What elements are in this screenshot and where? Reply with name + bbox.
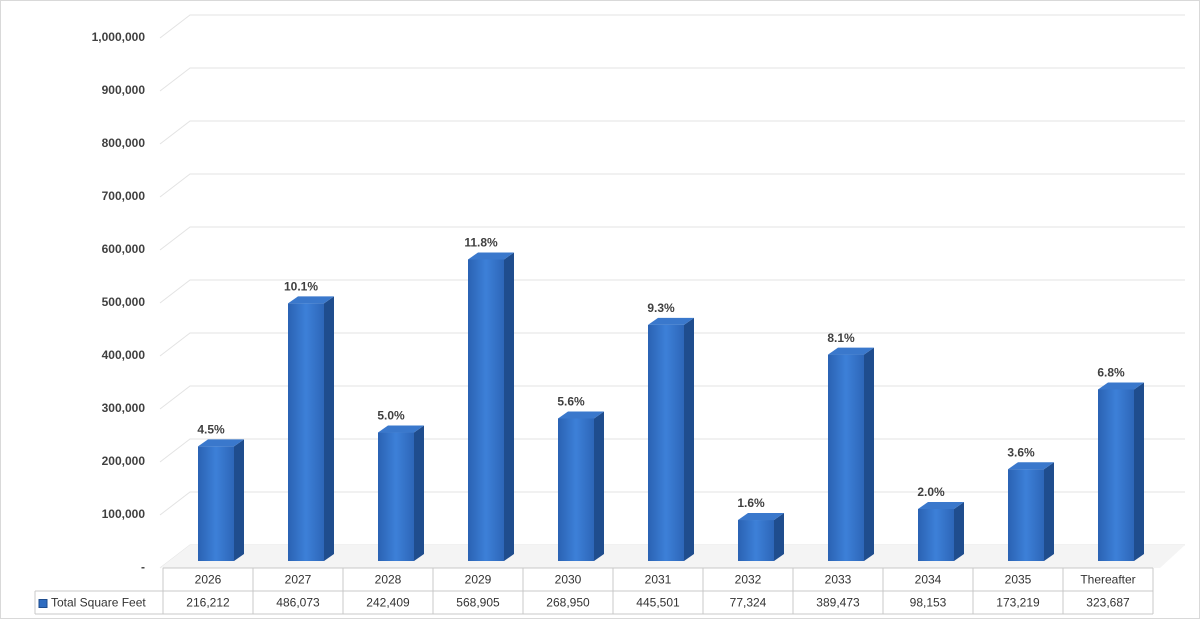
bar-front xyxy=(288,303,324,561)
y-tick-label: 900,000 xyxy=(102,83,146,97)
data-label: 10.1% xyxy=(284,280,318,294)
bar-front xyxy=(558,418,594,561)
grid-line xyxy=(159,279,1185,304)
grid-line xyxy=(159,67,1185,92)
bar xyxy=(738,513,784,561)
bar-side xyxy=(954,501,964,561)
table-cell: 216,212 xyxy=(186,596,230,610)
bar-side xyxy=(504,252,514,561)
bar xyxy=(1098,382,1144,561)
x-tick-label: 2035 xyxy=(1005,573,1032,587)
bar-front xyxy=(648,324,684,561)
bar-side xyxy=(774,513,784,561)
bar-side xyxy=(594,411,604,561)
bar-side xyxy=(684,317,694,561)
table-cell: 486,073 xyxy=(276,596,320,610)
grid-line xyxy=(159,14,1185,39)
data-label: 9.3% xyxy=(647,301,675,315)
y-tick-label: 200,000 xyxy=(102,454,146,468)
x-tick-label: 2032 xyxy=(735,573,762,587)
table-cell: 173,219 xyxy=(996,596,1040,610)
bar-front xyxy=(1008,469,1044,561)
x-tick-label: 2034 xyxy=(915,573,942,587)
x-tick-label: 2026 xyxy=(195,573,222,587)
grid-line xyxy=(159,120,1185,145)
x-tick-label: 2031 xyxy=(645,573,672,587)
y-tick-label: 500,000 xyxy=(102,295,146,309)
bar-top xyxy=(378,425,424,433)
bar-top xyxy=(648,317,694,325)
bar xyxy=(1008,462,1054,561)
bar xyxy=(378,425,424,561)
y-tick-label: 1,000,000 xyxy=(92,30,146,44)
bar-side xyxy=(234,439,244,561)
bar xyxy=(558,411,604,561)
data-label: 5.0% xyxy=(377,409,405,423)
bar-front xyxy=(378,432,414,561)
legend-label: Total Square Feet xyxy=(51,596,146,610)
bar-top xyxy=(738,513,784,521)
table-cell: 242,409 xyxy=(366,596,410,610)
y-tick-label: 400,000 xyxy=(102,348,146,362)
grid-line xyxy=(159,226,1185,251)
x-tick-label: 2033 xyxy=(825,573,852,587)
table-cell: 445,501 xyxy=(636,596,680,610)
data-label: 1.6% xyxy=(737,496,765,510)
x-tick-label: 2030 xyxy=(555,573,582,587)
bar xyxy=(648,317,694,561)
x-tick-label: 2027 xyxy=(285,573,312,587)
table-cell: 98,153 xyxy=(910,596,947,610)
bar-front xyxy=(738,520,774,561)
data-label: 4.5% xyxy=(197,423,225,437)
bar xyxy=(828,347,874,561)
bar-front xyxy=(918,508,954,561)
bar xyxy=(288,296,334,561)
data-label: 2.0% xyxy=(917,485,945,499)
bar-side xyxy=(1134,382,1144,561)
bar-front xyxy=(198,446,234,561)
data-label: 3.6% xyxy=(1007,445,1035,459)
bar-side xyxy=(864,347,874,561)
data-label: 8.1% xyxy=(827,331,855,345)
data-label: 6.8% xyxy=(1097,366,1125,380)
y-tick-label: 700,000 xyxy=(102,189,146,203)
y-tick-label: - xyxy=(141,560,145,574)
bar-top xyxy=(918,501,964,509)
y-tick-label: 800,000 xyxy=(102,136,146,150)
grid-line xyxy=(159,332,1185,357)
bar-top xyxy=(1098,382,1144,390)
y-tick-label: 300,000 xyxy=(102,401,146,415)
table-cell: 268,950 xyxy=(546,596,590,610)
bar-top xyxy=(288,296,334,304)
bar-top xyxy=(198,439,244,447)
bar xyxy=(468,252,514,561)
data-label: 5.6% xyxy=(557,395,585,409)
bar-side xyxy=(1044,462,1054,561)
bar-front xyxy=(468,259,504,561)
x-tick-label: 2028 xyxy=(375,573,402,587)
bar xyxy=(198,439,244,561)
legend-key xyxy=(38,599,48,608)
table-cell: 77,324 xyxy=(730,596,767,610)
bar-front xyxy=(1098,389,1134,561)
bar-top xyxy=(468,252,514,260)
y-tick-label: 100,000 xyxy=(102,507,146,521)
y-tick-label: 600,000 xyxy=(102,242,146,256)
data-label: 11.8% xyxy=(464,236,498,250)
table-cell: 323,687 xyxy=(1086,596,1130,610)
bar xyxy=(918,501,964,561)
table-cell: 568,905 xyxy=(456,596,500,610)
x-tick-label: Thereafter xyxy=(1080,573,1135,587)
x-tick-label: 2029 xyxy=(465,573,492,587)
table-cell: 389,473 xyxy=(816,596,860,610)
bar-top xyxy=(558,411,604,419)
bar-front xyxy=(828,354,864,561)
bar-side xyxy=(324,296,334,561)
bar-top xyxy=(828,347,874,355)
bar-side xyxy=(414,425,424,561)
grid-line xyxy=(159,173,1185,198)
bar-top xyxy=(1008,462,1054,470)
